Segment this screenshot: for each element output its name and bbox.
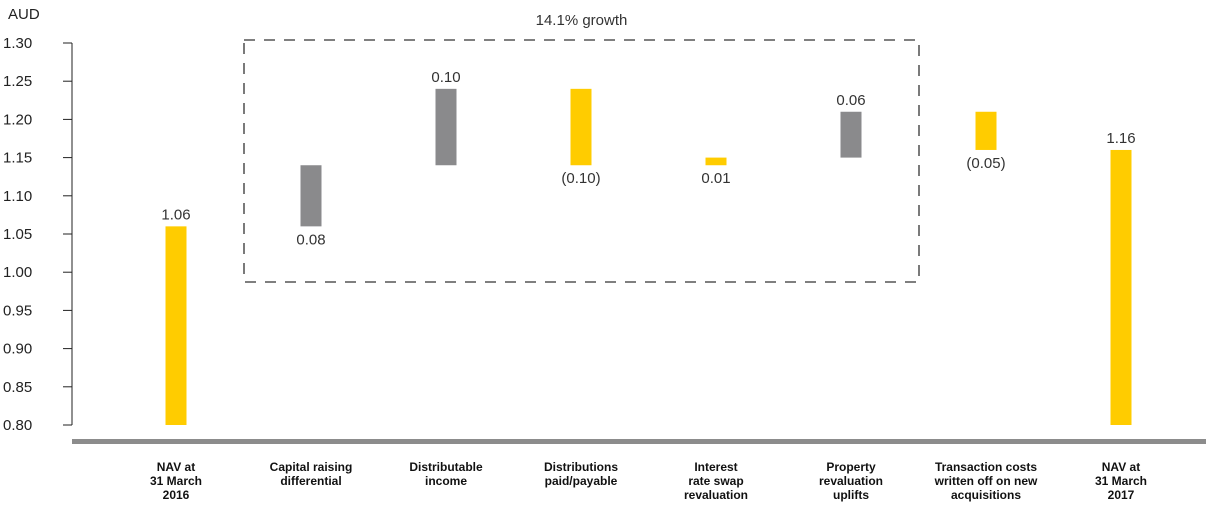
category-labels: NAV at 31 March 2016 Capital raising differe… xyxy=(150,460,1147,502)
data-labels: 1.06 0.08 0.10 (0.10) 0.01 0.06 (0.05) 1.16 xyxy=(161,69,1135,249)
category-label: Distributable income xyxy=(409,460,483,488)
y-tick-label: 1.30 xyxy=(3,35,32,52)
category-label: Distributions paid/payable xyxy=(544,460,618,488)
category-label: NAV at 31 March 2017 xyxy=(1095,460,1147,502)
bar xyxy=(840,111,862,158)
y-tick-label: 1.15 xyxy=(3,150,32,167)
y-tick-label: 0.90 xyxy=(3,341,32,358)
data-label: (0.10) xyxy=(561,170,600,187)
category-label: Capital raising differential xyxy=(270,460,353,488)
category-label: Transaction costs written off on new acqui… xyxy=(934,460,1038,502)
y-tick-label: 1.10 xyxy=(3,188,32,205)
bar xyxy=(705,157,727,166)
bar xyxy=(570,88,592,166)
y-tick-label: 0.95 xyxy=(3,302,32,319)
data-label: 0.08 xyxy=(296,231,325,248)
bars xyxy=(165,88,1132,425)
growth-label: 14.1% growth xyxy=(536,12,628,29)
y-tick-label: 1.25 xyxy=(3,73,32,90)
data-label: 0.10 xyxy=(431,69,460,86)
category-label: Interest rate swap revaluation xyxy=(684,460,748,502)
y-tick-label: 1.20 xyxy=(3,111,32,128)
data-label: 1.06 xyxy=(161,206,190,223)
data-label: (0.05) xyxy=(966,155,1005,172)
bar xyxy=(165,226,187,425)
bar xyxy=(300,165,322,227)
data-label: 1.16 xyxy=(1106,130,1135,147)
category-label: NAV at 31 March 2016 xyxy=(150,460,202,502)
y-tick-label: 0.80 xyxy=(3,417,32,434)
y-tick-label: 0.85 xyxy=(3,379,32,396)
category-label: Property revaluation uplifts xyxy=(819,460,883,502)
bar xyxy=(1110,149,1132,425)
data-label: 0.06 xyxy=(836,92,865,109)
y-axis-label: AUD xyxy=(8,6,40,23)
bar xyxy=(975,111,997,150)
bar xyxy=(435,88,457,166)
y-tick-label: 1.05 xyxy=(3,226,32,243)
growth-annotation: 14.1% growth xyxy=(243,12,920,283)
y-axis: 1.30 1.25 1.20 1.15 1.10 1.05 1.00 0.95 0.90 0.85… xyxy=(3,35,1206,444)
x-axis-baseline xyxy=(72,439,1206,444)
y-tick-label: 1.00 xyxy=(3,264,32,281)
data-label: 0.01 xyxy=(701,170,730,187)
